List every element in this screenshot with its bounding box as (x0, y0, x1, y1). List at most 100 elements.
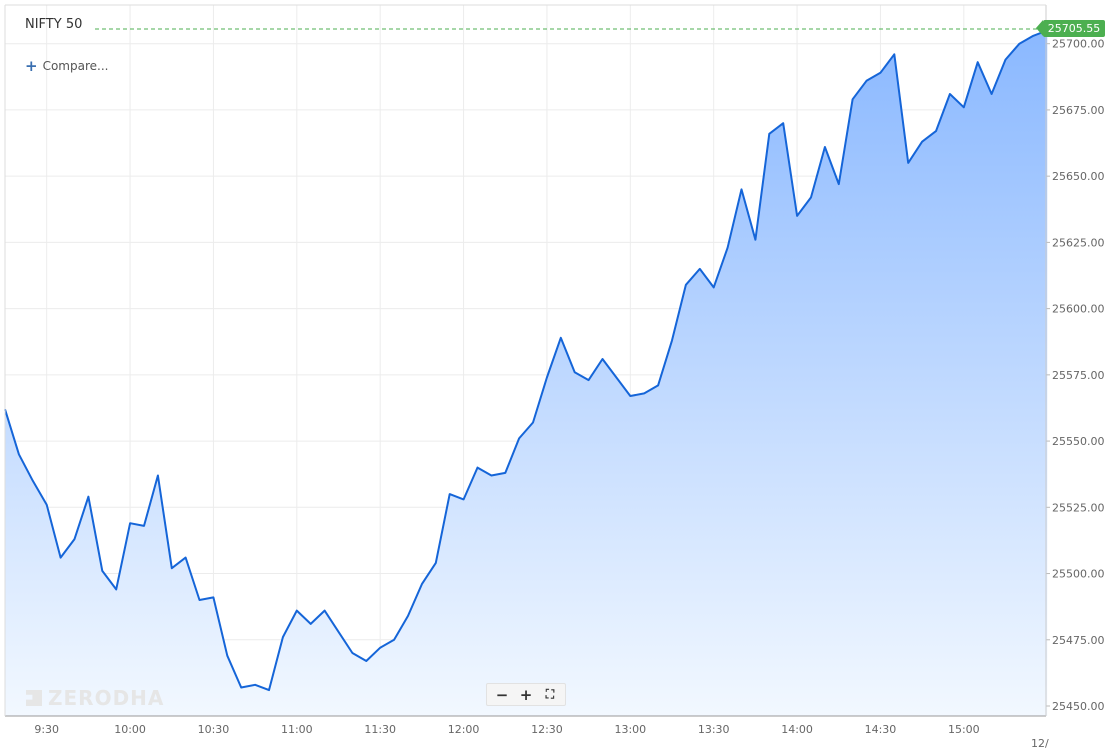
data-point (878, 71, 882, 75)
data-point (462, 497, 466, 501)
data-point (948, 92, 952, 96)
data-point (45, 503, 49, 507)
data-point (364, 659, 368, 663)
data-point (1017, 42, 1021, 46)
data-point (198, 598, 202, 602)
y-tick-label: 25700.00 (1052, 38, 1105, 51)
data-point (253, 683, 257, 687)
y-tick-label: 25600.00 (1052, 303, 1105, 316)
data-point (767, 132, 771, 136)
data-point (726, 246, 730, 250)
compare-button[interactable]: + Compare... (25, 57, 109, 75)
data-point (420, 582, 424, 586)
data-point (59, 556, 63, 560)
x-tick-label: 12:00 (448, 723, 480, 736)
data-point (503, 471, 507, 475)
x-tick-label: 10:00 (114, 723, 146, 736)
y-tick-label: 25575.00 (1052, 369, 1105, 382)
data-point (350, 651, 354, 655)
data-point (809, 195, 813, 199)
area-layer (4, 29, 1048, 716)
last-price-tag: 25705.55 (1036, 20, 1105, 38)
zoom-in-button[interactable]: + (519, 685, 533, 704)
zerodha-logo-icon (26, 690, 42, 706)
data-point (517, 436, 521, 440)
data-point (239, 685, 243, 689)
data-point (851, 97, 855, 101)
data-point (184, 556, 188, 560)
zoom-controls: − + ⛶ (486, 683, 566, 706)
watermark: ZERODHA (26, 686, 164, 710)
x-tick-label: 11:00 (281, 723, 313, 736)
data-point (448, 492, 452, 496)
x-tick-label: 12:30 (531, 723, 563, 736)
y-tick-label: 25500.00 (1052, 568, 1105, 581)
y-tick-label: 25625.00 (1052, 236, 1105, 249)
data-point (614, 375, 618, 379)
data-point (267, 688, 271, 692)
series-area (5, 30, 1048, 716)
data-point (837, 182, 841, 186)
data-point (601, 357, 605, 361)
data-point (1004, 58, 1008, 62)
y-tick-label: 25525.00 (1052, 501, 1105, 514)
data-point (670, 338, 674, 342)
data-point (434, 561, 438, 565)
x-tick-label: 11:30 (364, 723, 396, 736)
data-point (642, 391, 646, 395)
data-point (962, 105, 966, 109)
series-line (4, 29, 1048, 692)
data-point (892, 52, 896, 56)
data-point (225, 654, 229, 658)
y-axis-labels: 25700.00 25675.00 25650.00 25625.00 25600.00… (1052, 38, 1105, 713)
axes (4, 4, 1050, 717)
plus-icon: + (25, 57, 38, 75)
data-point (337, 630, 341, 634)
data-point (211, 595, 215, 599)
data-point (781, 121, 785, 125)
data-point (587, 378, 591, 382)
data-point (865, 79, 869, 83)
x-tick-label: 9:30 (34, 723, 59, 736)
y-tick-label: 25650.00 (1052, 170, 1105, 183)
data-point (753, 238, 757, 242)
x-tick-label: 15:00 (948, 723, 980, 736)
data-point (545, 375, 549, 379)
data-point (656, 383, 660, 387)
data-point (309, 622, 313, 626)
data-point (795, 214, 799, 218)
data-point (628, 394, 632, 398)
data-point (906, 161, 910, 165)
x-tick-label: 10:30 (198, 723, 230, 736)
data-point (378, 646, 382, 650)
y-tick-label: 25450.00 (1052, 700, 1105, 713)
data-point (573, 370, 577, 374)
data-point (990, 92, 994, 96)
x-axis-labels: 9:30 10:00 10:30 11:00 11:30 12:00 12:30 13:00 1… (34, 723, 1049, 750)
fullscreen-button[interactable]: ⛶ (545, 687, 555, 701)
data-point (976, 60, 980, 64)
y-tick-label: 25550.00 (1052, 435, 1105, 448)
data-point (823, 145, 827, 149)
data-point (156, 474, 160, 478)
y-tick-label: 25675.00 (1052, 104, 1105, 117)
data-point (281, 635, 285, 639)
data-point (323, 609, 327, 613)
data-point (684, 283, 688, 287)
data-point (934, 129, 938, 133)
data-point (489, 474, 493, 478)
x-tick-label: 13:00 (614, 723, 646, 736)
compare-label: Compare... (42, 59, 109, 73)
x-tick-label: 14:30 (865, 723, 897, 736)
data-point (712, 285, 716, 289)
data-point (128, 521, 132, 525)
chart-title: NIFTY 50 (25, 17, 83, 32)
data-point (86, 495, 90, 499)
x-tick-label: 12/ (1031, 737, 1049, 750)
zoom-out-button[interactable]: − (495, 685, 509, 704)
data-point (698, 267, 702, 271)
x-tick-label: 13:30 (698, 723, 730, 736)
watermark-text: ZERODHA (48, 686, 165, 710)
data-point (295, 609, 299, 613)
